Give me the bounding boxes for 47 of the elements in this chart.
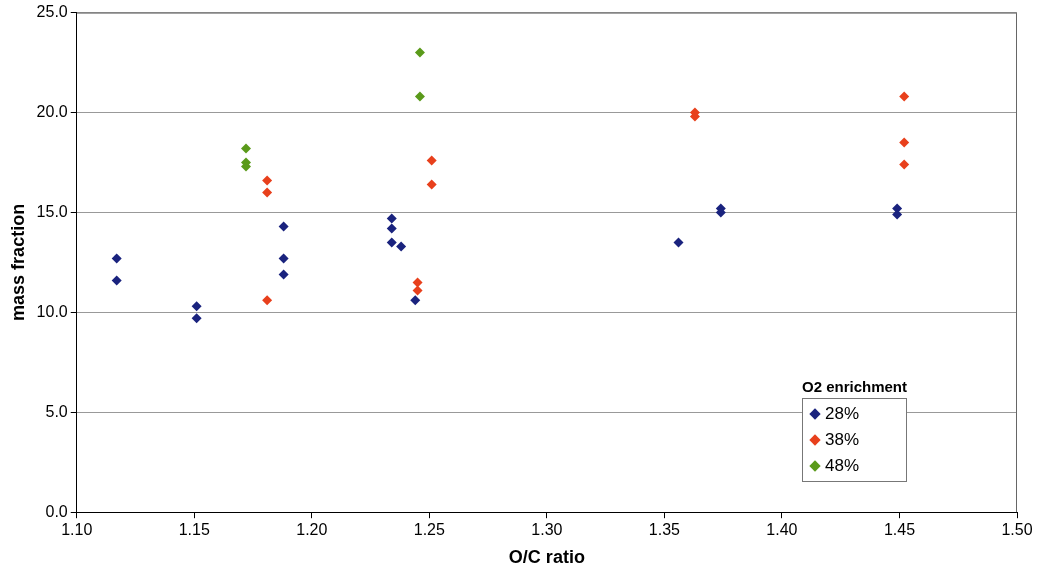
point bbox=[673, 237, 684, 248]
legend-label: 48% bbox=[825, 456, 860, 477]
point bbox=[278, 269, 289, 280]
x-axis-title: O/C ratio bbox=[508, 547, 585, 568]
point bbox=[262, 187, 273, 198]
point bbox=[262, 295, 273, 306]
point bbox=[278, 221, 289, 232]
y-tick-label: 0.0 bbox=[45, 502, 68, 520]
y-tick-label: 5.0 bbox=[45, 402, 68, 420]
point bbox=[426, 155, 437, 166]
x-tick-label: 1.35 bbox=[648, 521, 681, 539]
point bbox=[386, 223, 397, 234]
point bbox=[899, 91, 910, 102]
point bbox=[240, 143, 251, 154]
y-tick-label: 20.0 bbox=[36, 102, 68, 120]
point bbox=[396, 241, 407, 252]
y-tick-label: 10.0 bbox=[36, 302, 68, 320]
point bbox=[414, 91, 425, 102]
point bbox=[899, 159, 910, 170]
point bbox=[278, 253, 289, 264]
x-tick-label: 1.30 bbox=[531, 521, 563, 539]
legend-label: 28% bbox=[825, 404, 860, 425]
x-tick-label: 1.50 bbox=[1001, 521, 1033, 539]
x-tick-label: 1.45 bbox=[883, 521, 916, 539]
point bbox=[414, 47, 425, 58]
legend-label: 38% bbox=[825, 430, 860, 451]
x-tick-label: 1.15 bbox=[178, 521, 210, 539]
x-tick-label: 1.40 bbox=[766, 521, 798, 539]
point bbox=[111, 275, 122, 286]
point bbox=[426, 179, 437, 190]
y-tick-label: 25.0 bbox=[36, 3, 68, 21]
point bbox=[386, 213, 397, 224]
point bbox=[412, 285, 423, 296]
y-axis-title: mass fraction bbox=[7, 203, 28, 321]
point bbox=[262, 175, 273, 186]
point bbox=[191, 313, 202, 324]
point bbox=[386, 237, 397, 248]
point bbox=[899, 137, 910, 148]
point bbox=[412, 277, 423, 288]
x-tick-label: 1.20 bbox=[296, 521, 328, 539]
point bbox=[191, 301, 202, 312]
legend-title: O2 enrichment bbox=[802, 378, 908, 396]
x-tick-label: 1.10 bbox=[61, 521, 93, 539]
y-tick-label: 15.0 bbox=[36, 202, 68, 220]
point bbox=[111, 253, 122, 264]
x-tick-label: 1.25 bbox=[413, 521, 446, 539]
point bbox=[410, 295, 421, 306]
